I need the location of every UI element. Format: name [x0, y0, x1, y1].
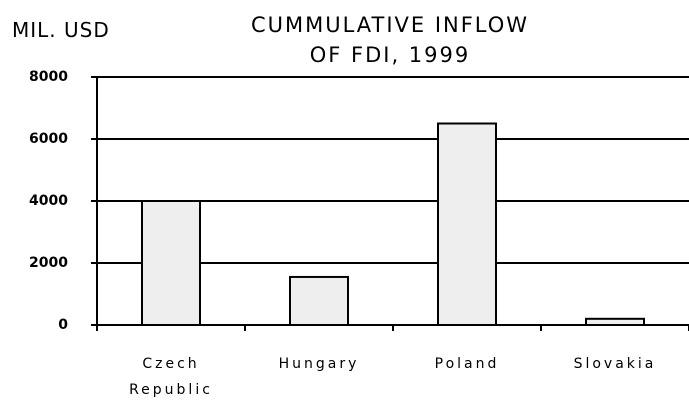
- y-tick-label: 4000: [29, 193, 68, 209]
- bar: [437, 122, 497, 326]
- bar: [585, 317, 645, 326]
- y-tick-label: 6000: [29, 131, 68, 147]
- y-axis-label: MIL. USD: [12, 18, 110, 42]
- x-tick-label: Czech Republic: [129, 356, 213, 398]
- x-tick-label: Slovakia: [573, 356, 657, 372]
- chart-title: CUMMULATIVE INFLOW OF FDI, 1999: [250, 13, 530, 67]
- bar: [141, 200, 201, 326]
- x-tick-label: Poland: [434, 356, 500, 372]
- y-tick-label: 8000: [29, 69, 68, 85]
- y-tick-label: 0: [58, 317, 68, 333]
- bar: [289, 275, 349, 327]
- x-tick-label: Hungary: [278, 356, 360, 372]
- y-tick-label: 2000: [29, 255, 68, 271]
